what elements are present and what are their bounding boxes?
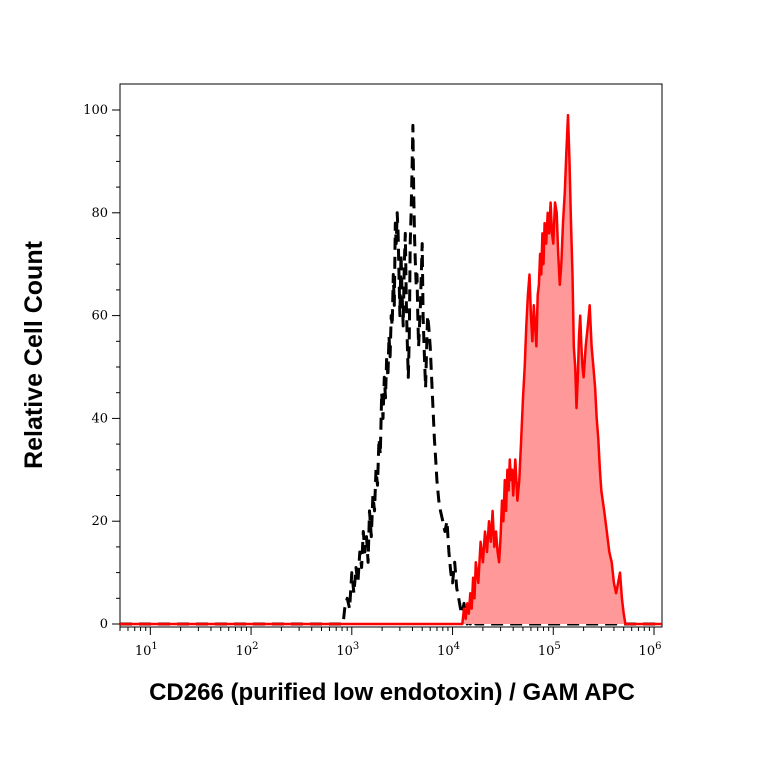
x-axis-title: CD266 (purified low endotoxin) / GAM APC [149, 679, 635, 706]
x-tick-label: 102 [236, 641, 259, 659]
y-tick-label: 80 [91, 206, 108, 221]
x-tick-label: 101 [135, 641, 158, 659]
series-0-line [120, 123, 662, 626]
x-tick-label: 105 [538, 641, 561, 659]
plot-area: 0 20 40 60 80 100 101 102 103 104 105 106 [83, 83, 663, 659]
x-axis: 101 102 103 104 105 106 [119, 627, 662, 659]
series-1-line [120, 113, 662, 626]
y-axis: 0 20 40 60 80 100 [83, 103, 120, 632]
series-1-fill [120, 115, 662, 624]
y-axis-title: Relative Cell Count [20, 240, 48, 468]
series-layer [120, 113, 662, 626]
y-tick-label: 0 [100, 617, 108, 632]
x-tick-label: 103 [336, 641, 359, 659]
y-tick-label: 40 [91, 411, 108, 426]
x-tick-label: 106 [639, 641, 662, 659]
y-tick-label: 20 [91, 514, 108, 529]
y-tick-label: 100 [83, 103, 108, 118]
y-tick-label: 60 [91, 309, 108, 324]
x-tick-label: 104 [437, 641, 460, 659]
